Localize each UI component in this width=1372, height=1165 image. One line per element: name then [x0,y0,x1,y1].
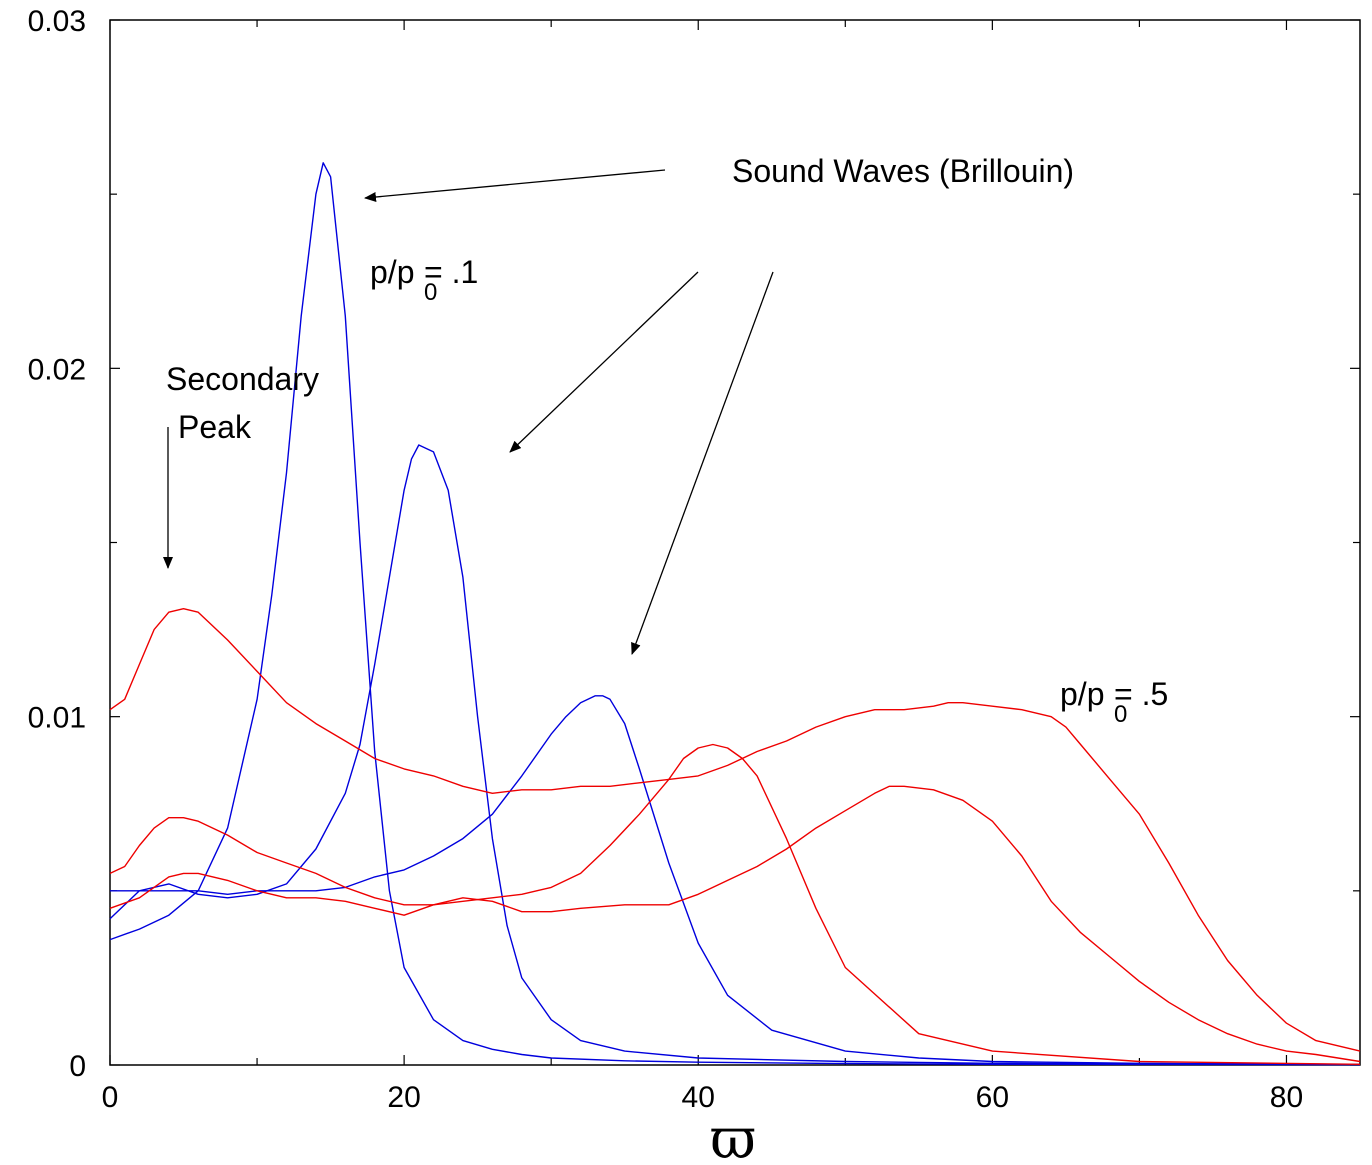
annotation-sound-waves: Sound Waves (Brillouin) [732,153,1074,189]
annotation-ratio-high-subscript: 0 [1114,701,1127,728]
y-tick-label: 0.03 [28,5,86,38]
series-line-red-4 [109,608,1361,1052]
series-line-blue-3 [110,695,1361,1066]
axis-tick-labels: 0 20 40 60 80 0 0.01 0.02 0.03 [28,5,1304,1114]
annotation-ratio-high-value: = .5 [1114,676,1168,712]
arrow-to-peak-2 [509,271,699,453]
series-line-blue-1 [109,162,1361,1066]
x-tick-label: 0 [102,1081,119,1114]
x-axis-label: ϖ [710,1107,756,1165]
annotation-ratio-low-subscript: 0 [424,279,437,306]
x-tick-label: 20 [387,1081,420,1114]
arrow-to-peak-1 [364,169,666,202]
x-tick-label: 60 [976,1081,1009,1114]
series-layer [109,162,1361,1066]
x-tick-label: 80 [1270,1081,1303,1114]
series-line-red-6 [109,785,1361,1063]
annotation-secondary: Secondary [166,361,319,397]
annotation-ratio-high-text: p/p [1060,676,1104,712]
series-line-red-5 [109,743,1361,1065]
y-tick-label: 0.01 [28,702,86,735]
x-tick-label: 40 [682,1081,715,1114]
series-line-blue-2 [109,444,1361,1066]
y-tick-label: 0 [69,1050,86,1083]
y-tick-label: 0.02 [28,353,86,386]
annotation-peak: Peak [178,409,252,445]
annotation-ratio-low-text: p/p [370,254,414,290]
arrow-to-peak-3 [631,271,774,655]
annotation-ratio-low-value: = .1 [424,254,478,290]
